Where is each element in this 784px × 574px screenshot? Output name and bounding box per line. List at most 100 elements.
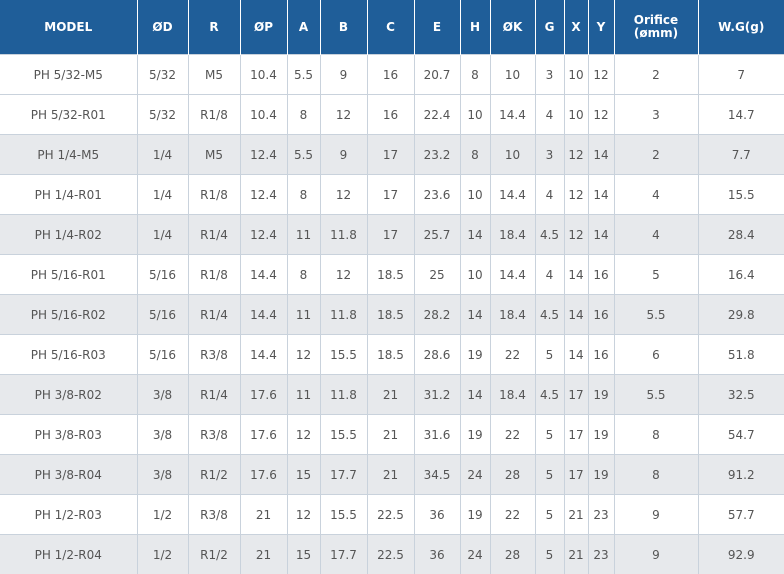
cell-c: 18.5 [367, 335, 414, 375]
cell-b: 9 [320, 135, 367, 175]
cell-orifice: 2 [614, 135, 698, 175]
cell-op: 12.4 [240, 135, 287, 175]
cell-a: 8 [287, 95, 320, 135]
cell-ok: 10 [490, 135, 535, 175]
cell-y: 16 [588, 295, 614, 335]
cell-orifice: 4 [614, 175, 698, 215]
header-row: MODEL ØD R ØP A B C E H ØK G X Y Orifice… [0, 0, 784, 55]
cell-r: R1/2 [188, 535, 240, 574]
cell-e: 34.5 [414, 455, 460, 495]
cell-r: R1/8 [188, 175, 240, 215]
header-r: R [188, 0, 240, 55]
cell-model: PH 3/8-R02 [0, 375, 137, 415]
cell-model: PH 1/4-R01 [0, 175, 137, 215]
cell-od: 5/32 [137, 55, 188, 95]
cell-od: 1/4 [137, 175, 188, 215]
cell-model: PH 3/8-R03 [0, 415, 137, 455]
cell-op: 10.4 [240, 55, 287, 95]
cell-weight: 92.9 [698, 535, 784, 574]
cell-r: R1/4 [188, 295, 240, 335]
cell-model: PH 1/2-R04 [0, 535, 137, 574]
cell-h: 19 [460, 335, 490, 375]
cell-h: 8 [460, 55, 490, 95]
cell-e: 31.6 [414, 415, 460, 455]
cell-x: 10 [564, 95, 588, 135]
cell-b: 11.8 [320, 375, 367, 415]
header-model: MODEL [0, 0, 137, 55]
cell-g: 3 [535, 135, 564, 175]
cell-g: 5 [535, 495, 564, 535]
cell-a: 11 [287, 215, 320, 255]
cell-ok: 22 [490, 335, 535, 375]
cell-h: 8 [460, 135, 490, 175]
cell-y: 23 [588, 495, 614, 535]
cell-op: 14.4 [240, 255, 287, 295]
cell-a: 5.5 [287, 135, 320, 175]
cell-weight: 15.5 [698, 175, 784, 215]
cell-y: 12 [588, 55, 614, 95]
cell-a: 12 [287, 415, 320, 455]
cell-od: 3/8 [137, 375, 188, 415]
cell-weight: 16.4 [698, 255, 784, 295]
cell-y: 14 [588, 215, 614, 255]
cell-orifice: 9 [614, 495, 698, 535]
header-e: E [414, 0, 460, 55]
cell-b: 15.5 [320, 335, 367, 375]
cell-model: PH 3/8-R04 [0, 455, 137, 495]
cell-ok: 22 [490, 495, 535, 535]
cell-x: 17 [564, 455, 588, 495]
cell-c: 17 [367, 175, 414, 215]
cell-model: PH 5/16-R03 [0, 335, 137, 375]
cell-g: 5 [535, 415, 564, 455]
cell-weight: 54.7 [698, 415, 784, 455]
cell-c: 17 [367, 135, 414, 175]
cell-model: PH 1/4-R02 [0, 215, 137, 255]
cell-weight: 51.8 [698, 335, 784, 375]
cell-c: 16 [367, 55, 414, 95]
cell-c: 21 [367, 455, 414, 495]
cell-y: 19 [588, 415, 614, 455]
cell-a: 8 [287, 175, 320, 215]
cell-model: PH 5/16-R02 [0, 295, 137, 335]
header-weight: W.G(g) [698, 0, 784, 55]
cell-g: 4 [535, 95, 564, 135]
cell-a: 11 [287, 375, 320, 415]
cell-orifice: 4 [614, 215, 698, 255]
cell-op: 17.6 [240, 455, 287, 495]
cell-ok: 22 [490, 415, 535, 455]
cell-orifice: 5 [614, 255, 698, 295]
cell-od: 5/32 [137, 95, 188, 135]
cell-orifice: 6 [614, 335, 698, 375]
cell-g: 4.5 [535, 215, 564, 255]
cell-orifice: 3 [614, 95, 698, 135]
cell-orifice: 8 [614, 415, 698, 455]
cell-ok: 28 [490, 455, 535, 495]
cell-ok: 28 [490, 535, 535, 574]
cell-r: R1/2 [188, 455, 240, 495]
cell-b: 9 [320, 55, 367, 95]
cell-e: 22.4 [414, 95, 460, 135]
cell-a: 5.5 [287, 55, 320, 95]
cell-a: 15 [287, 535, 320, 574]
cell-g: 3 [535, 55, 564, 95]
cell-h: 24 [460, 455, 490, 495]
cell-x: 17 [564, 375, 588, 415]
cell-c: 16 [367, 95, 414, 135]
cell-weight: 57.7 [698, 495, 784, 535]
cell-weight: 29.8 [698, 295, 784, 335]
cell-h: 10 [460, 255, 490, 295]
cell-h: 19 [460, 415, 490, 455]
cell-g: 4.5 [535, 375, 564, 415]
cell-r: R1/8 [188, 95, 240, 135]
cell-x: 12 [564, 175, 588, 215]
cell-op: 12.4 [240, 215, 287, 255]
cell-od: 1/2 [137, 495, 188, 535]
